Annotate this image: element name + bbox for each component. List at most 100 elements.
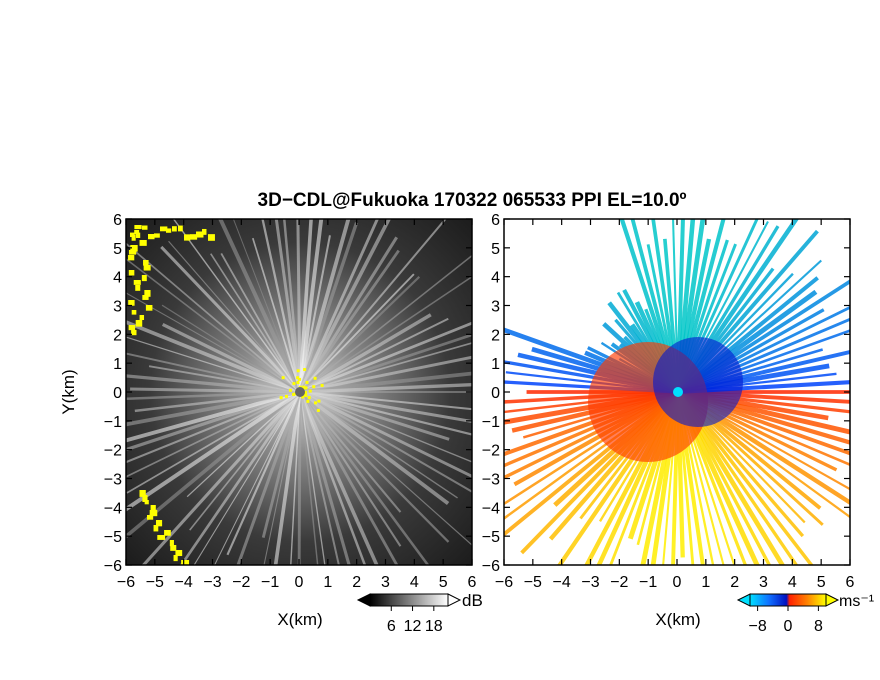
right-colorbar: −8 0 8 ms⁻¹ — [736, 593, 874, 635]
edge-echo — [128, 270, 135, 276]
x-tick-label: −1 — [261, 574, 279, 591]
x-tick-label: −5 — [524, 574, 542, 591]
snr-ray — [214, 391, 301, 565]
edge-echo — [173, 555, 178, 562]
snr-ray — [298, 391, 351, 565]
snr-ray — [299, 390, 472, 478]
edge-echo — [139, 315, 145, 321]
x-tick-label: 6 — [468, 574, 477, 591]
snr-ray — [298, 390, 450, 506]
edge-echo — [146, 515, 154, 520]
y-tick-label: −3 — [482, 472, 500, 489]
snr-ray — [251, 237, 301, 393]
y-tick-label: −1 — [482, 414, 500, 431]
snr-speckle — [320, 383, 324, 387]
snr-ray — [161, 322, 301, 394]
snr-ray — [298, 222, 359, 393]
left-ray-layer — [126, 219, 472, 565]
right-panel: −6 −5 −4 −3 −2 −1 0 1 2 3 4 5 6 6 5 4 3 2 1 0 −1 −2 −3 −4 −5 −6 X… — [482, 212, 855, 629]
edge-echo — [128, 250, 137, 255]
snr-ray — [299, 275, 472, 393]
y-tick-label: −4 — [104, 500, 122, 517]
x-tick-label: 1 — [701, 574, 710, 591]
snr-ray — [299, 391, 472, 411]
colorbar-tick-label: 12 — [404, 618, 422, 635]
snr-ray — [299, 342, 472, 393]
edge-echo — [136, 232, 141, 238]
x-tick-label: 1 — [323, 574, 332, 591]
snr-speckle — [302, 385, 306, 389]
edge-echo — [139, 240, 147, 246]
y-tick-label: 2 — [491, 327, 500, 344]
left-origin-marker — [295, 387, 305, 397]
snr-ray — [298, 249, 400, 393]
colorbar-tick-label: 18 — [425, 618, 443, 635]
snr-ray — [160, 245, 302, 394]
snr-ray — [298, 391, 399, 565]
snr-speckle — [292, 392, 296, 396]
snr-ray — [189, 391, 301, 531]
x-tick-label: 6 — [846, 574, 855, 591]
snr-ray — [299, 391, 340, 565]
snr-speckle — [307, 396, 311, 400]
edge-echo — [142, 495, 148, 502]
snr-speckle — [306, 399, 310, 403]
edge-echo — [172, 226, 177, 232]
right-colorbar-right-arrow — [825, 593, 840, 607]
edge-echo — [142, 295, 149, 300]
edge-echo — [134, 230, 140, 235]
edge-echo — [128, 255, 135, 261]
snr-ray — [126, 292, 301, 393]
snr-ray — [299, 390, 472, 436]
left-axis-ticks: −6 −5 −4 −3 −2 −1 0 1 2 3 4 5 6 6 5 4 3 2 1 0 −1 −2 −3 −4 −5 −6 — [104, 212, 477, 591]
snr-ray — [126, 391, 301, 478]
snr-ray — [299, 355, 472, 394]
snr-speckle — [296, 376, 300, 380]
snr-ray — [126, 391, 301, 464]
snr-ray — [236, 391, 302, 565]
x-tick-label: 3 — [759, 574, 768, 591]
left-colorbar-unit: dB — [462, 591, 483, 610]
colorbar-tick-label: 6 — [387, 618, 396, 635]
snr-ray — [299, 391, 472, 546]
edge-echo — [133, 280, 141, 285]
left-y-axis-label: Y(km) — [59, 369, 78, 414]
left-colorbar: 6 12 18 dB — [356, 591, 483, 635]
snr-speckle — [292, 382, 296, 386]
x-tick-label: −1 — [639, 574, 657, 591]
snr-ray — [299, 317, 449, 393]
y-tick-label: 5 — [113, 241, 122, 258]
y-tick-label: 6 — [491, 212, 500, 229]
y-tick-label: −6 — [482, 558, 500, 575]
snr-ray — [274, 219, 302, 393]
y-tick-label: 1 — [113, 356, 122, 373]
snr-ray — [299, 383, 472, 394]
y-tick-label: 3 — [491, 299, 500, 316]
snr-ray — [299, 390, 472, 424]
edge-echo — [178, 225, 183, 232]
x-tick-label: 5 — [439, 574, 448, 591]
y-tick-label: −4 — [482, 500, 500, 517]
y-tick-label: 0 — [491, 385, 500, 402]
snr-ray — [299, 391, 450, 543]
snr-ray — [290, 391, 301, 565]
snr-ray — [126, 336, 301, 393]
snr-ray — [298, 219, 392, 393]
snr-ray — [126, 390, 301, 401]
edge-echo — [175, 550, 183, 557]
edge-echo — [164, 530, 171, 536]
snr-ray — [298, 219, 313, 393]
x-tick-label: −4 — [175, 574, 193, 591]
snr-ray — [126, 390, 301, 443]
snr-speckle — [288, 388, 292, 392]
y-tick-label: 6 — [113, 212, 122, 229]
snr-speckle — [304, 390, 308, 394]
snr-speckle — [308, 389, 312, 393]
edge-echo — [135, 285, 141, 291]
x-tick-label: −2 — [610, 574, 628, 591]
snr-ray — [172, 219, 301, 393]
snr-ray — [126, 258, 301, 393]
snr-ray — [299, 235, 331, 393]
edge-echo — [196, 231, 204, 238]
